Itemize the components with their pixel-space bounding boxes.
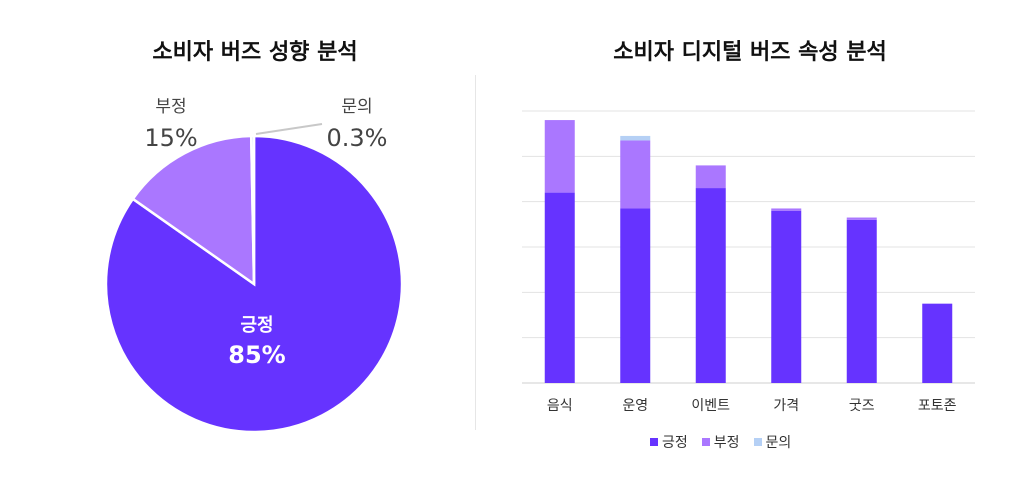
- bar-legend: 긍정 부정 문의: [650, 432, 791, 452]
- x-tick-label: 가격: [773, 398, 799, 414]
- pie-label-negative-name: 부정: [155, 97, 186, 117]
- x-tick-label: 음식: [547, 398, 573, 414]
- bar-negative-2: [695, 165, 726, 189]
- legend-item-positive: 긍정: [650, 432, 688, 452]
- pie-label-positive-value: 85%: [228, 341, 285, 369]
- pie-slice-negative: [131, 134, 256, 287]
- pie-label-positive-name: 긍정: [240, 315, 273, 336]
- legend-swatch-positive: [650, 438, 658, 446]
- pie-label-inquiry-value: 0.3%: [327, 124, 388, 152]
- x-tick-label: 이벤트: [691, 398, 730, 414]
- bar-positive-2: [695, 188, 726, 383]
- legend-item-negative: 부정: [701, 432, 740, 452]
- bar-chart-title: 소비자 디지털 버즈 속성 분석: [613, 40, 887, 65]
- x-tick-label: 굿즈: [849, 398, 875, 414]
- bar-positive-4: [846, 219, 877, 383]
- bar-inquiry-1: [620, 135, 651, 141]
- bar-positive-5: [922, 303, 953, 383]
- bar-negative-0: [544, 120, 575, 193]
- pie-chart-title: 소비자 버즈 성향 분석: [152, 40, 358, 65]
- x-tick-label: 포토존: [918, 398, 957, 414]
- chart-divider: [475, 75, 476, 430]
- bar-negative-3: [771, 208, 802, 211]
- x-tick-label: 운영: [622, 398, 648, 414]
- pie-slice-inquiry: [249, 134, 256, 285]
- bar-negative-4: [846, 217, 877, 220]
- legend-label-inquiry: 문의: [765, 435, 792, 451]
- legend-swatch-negative: [701, 438, 710, 446]
- bar-positive-0: [544, 192, 575, 383]
- pie-leader-inquiry: [255, 123, 323, 135]
- legend-swatch-inquiry: [753, 438, 762, 446]
- pie-label-negative-value: 15%: [144, 124, 197, 152]
- pie-label-inquiry-name: 문의: [341, 97, 372, 117]
- legend-item-inquiry: 문의: [753, 432, 792, 452]
- bar-positive-3: [771, 210, 802, 383]
- bar-negative-1: [620, 140, 651, 209]
- bar-positive-1: [620, 208, 651, 383]
- legend-label-negative: 부정: [713, 435, 740, 451]
- legend-label-positive: 긍정: [662, 435, 688, 451]
